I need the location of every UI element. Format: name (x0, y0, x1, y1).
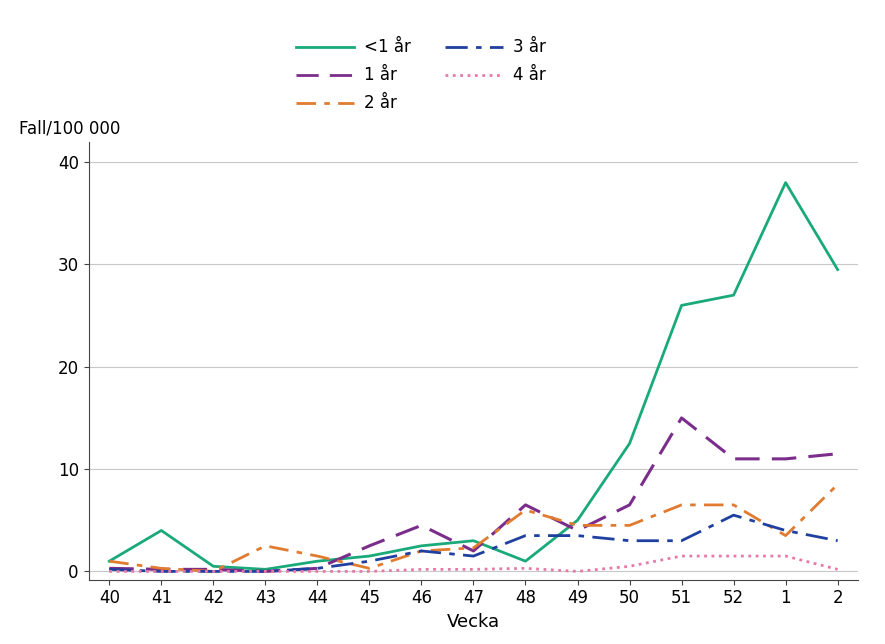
X-axis label: Vecka: Vecka (447, 613, 500, 631)
Legend: <1 år, 1 år, 2 år, 3 år, 4 år: <1 år, 1 år, 2 år, 3 år, 4 år (289, 32, 552, 119)
Text: Fall/100 000: Fall/100 000 (19, 119, 120, 137)
